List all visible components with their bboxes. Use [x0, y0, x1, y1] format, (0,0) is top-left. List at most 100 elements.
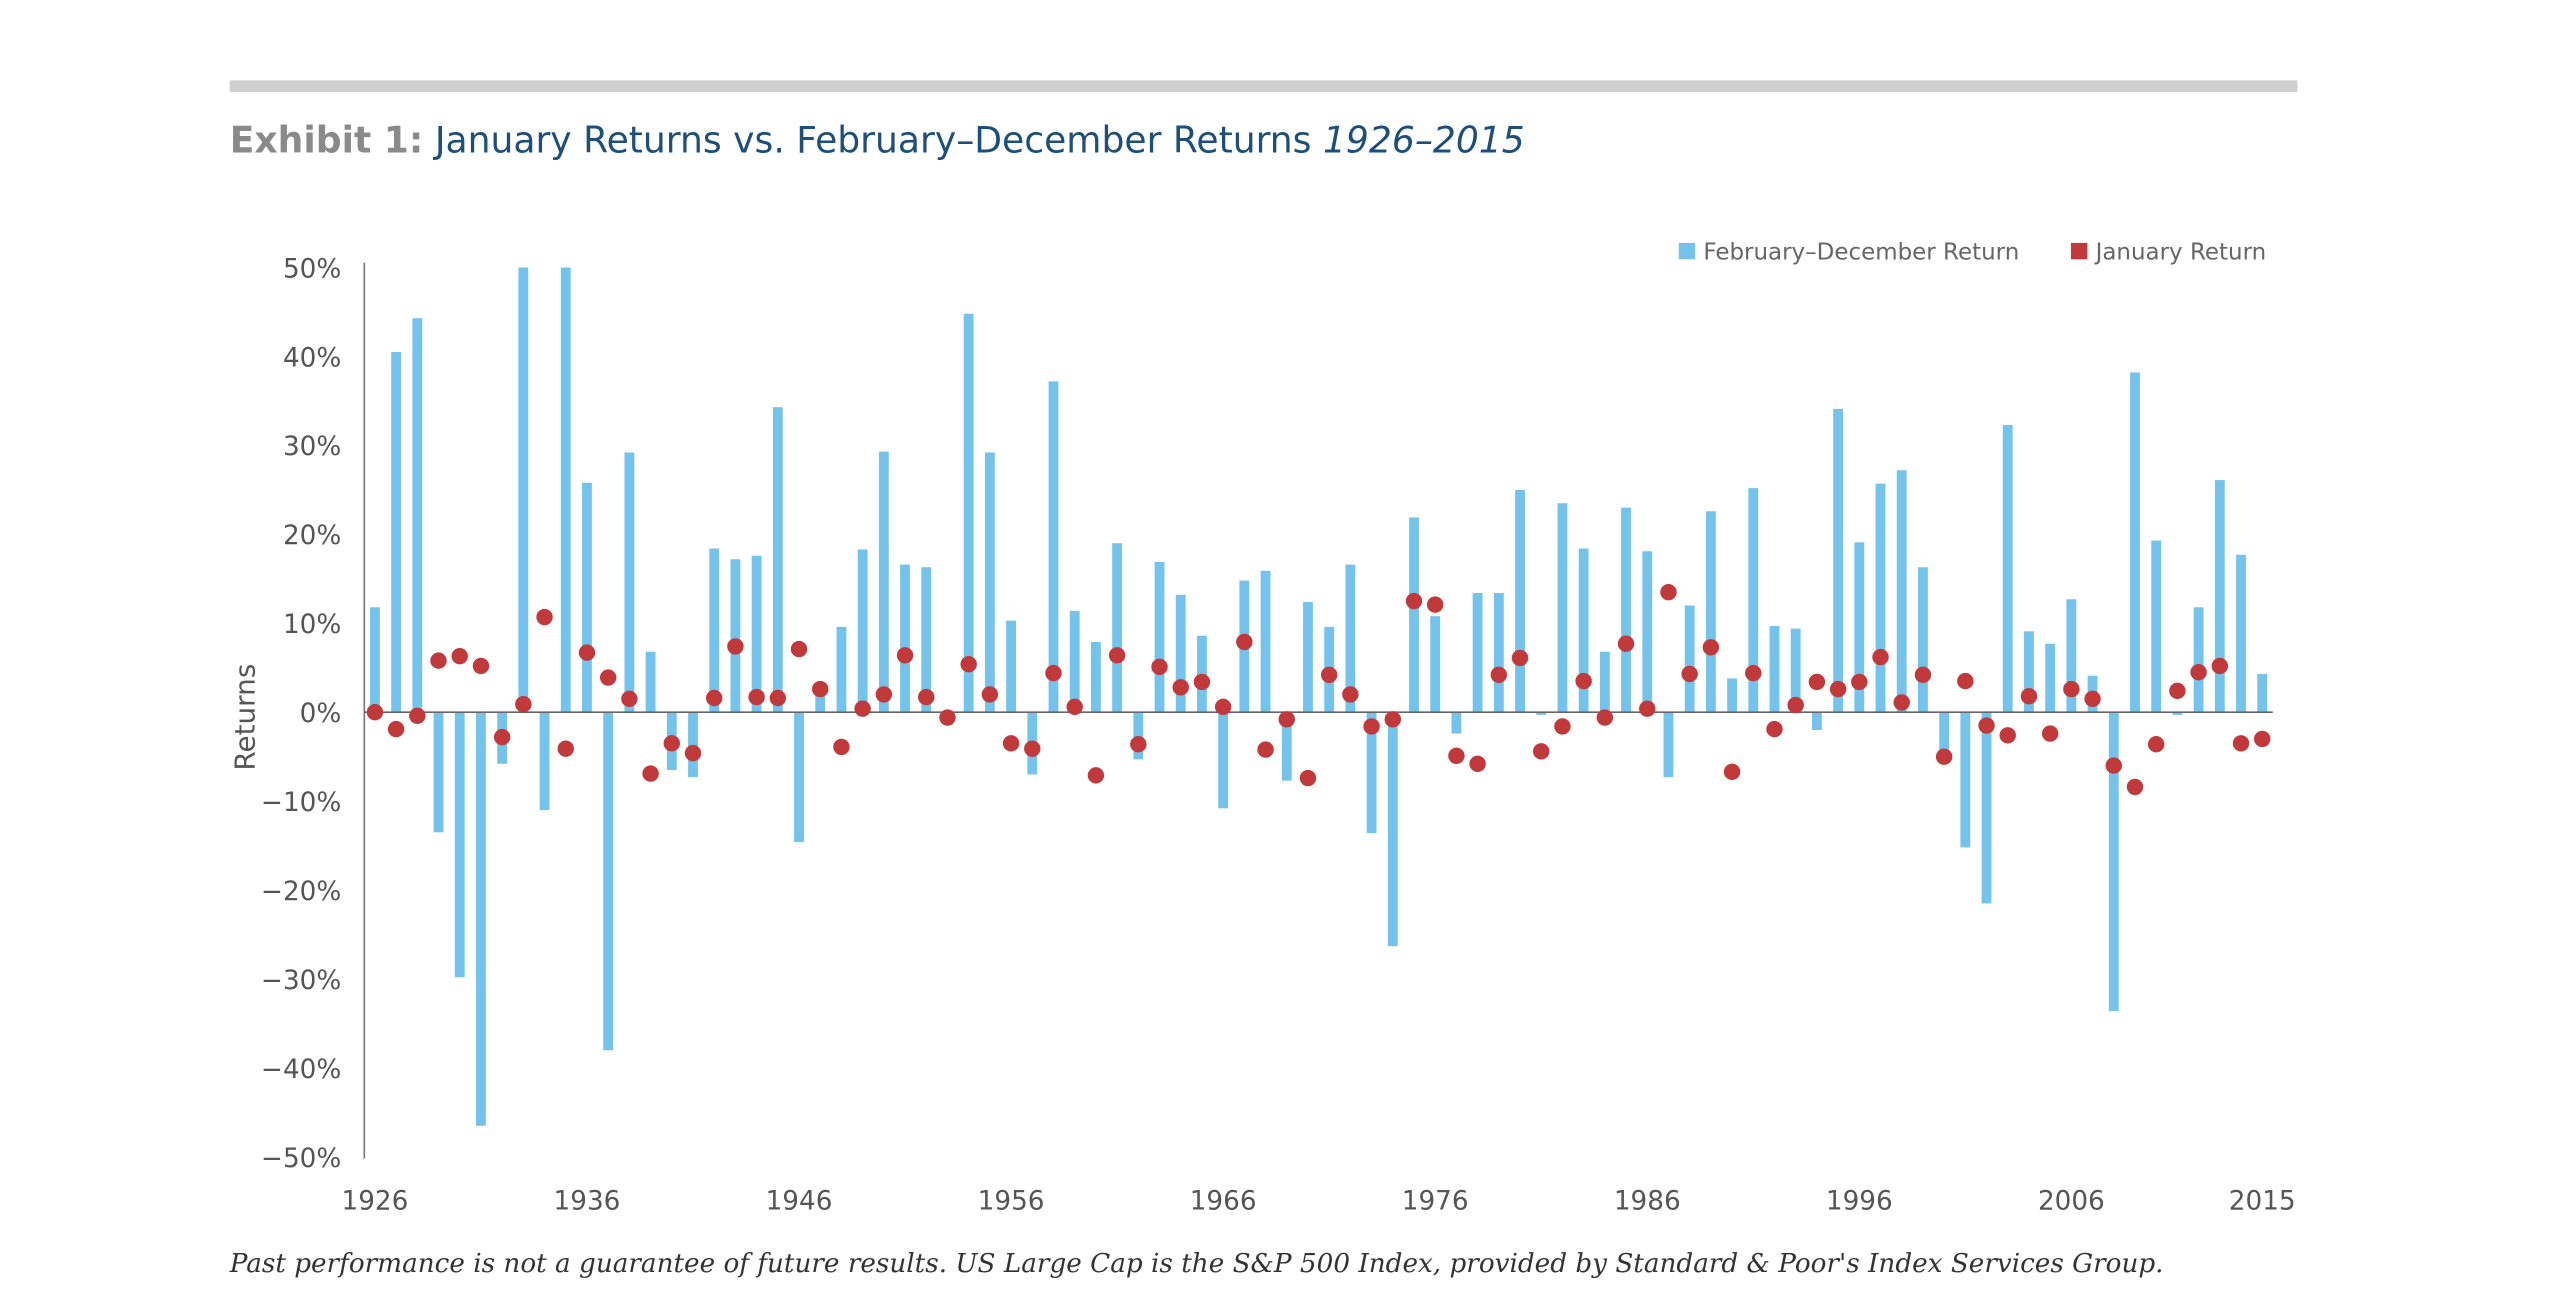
y-tick-label: 0%: [300, 699, 342, 729]
legend-swatch: [2070, 242, 2088, 260]
bar: [1599, 651, 1610, 713]
bar: [1451, 712, 1462, 734]
point: [536, 608, 553, 626]
x-tick-label: 1936: [554, 1186, 621, 1216]
bar: [1896, 470, 1907, 713]
y-tick-label: 30%: [283, 432, 341, 462]
point: [1002, 735, 1020, 752]
point: [1257, 741, 1274, 758]
bar: [582, 482, 592, 713]
bar: [815, 689, 826, 713]
point: [1511, 649, 1529, 667]
point: [1066, 698, 1083, 716]
point: [1766, 720, 1783, 738]
point: [1617, 635, 1635, 652]
bar: [900, 564, 910, 713]
x-tick-label: 1996: [1826, 1186, 1893, 1216]
y-tick-label: −40%: [261, 1055, 341, 1085]
point: [939, 709, 956, 726]
bar: [2024, 631, 2034, 713]
point: [1448, 747, 1465, 765]
point: [578, 644, 596, 661]
point: [812, 680, 829, 698]
point: [1087, 767, 1105, 784]
bar: [539, 712, 550, 811]
point: [1723, 763, 1741, 781]
point: [1660, 583, 1677, 601]
y-tick-label: 40%: [283, 343, 341, 373]
point: [1935, 748, 1953, 765]
legend-label: February–December Return: [1703, 239, 2019, 265]
point: [896, 647, 914, 664]
header-rule: [229, 80, 2298, 92]
bar: [624, 452, 635, 713]
point: [1978, 717, 1995, 734]
point: [854, 700, 871, 717]
point: [1554, 718, 1571, 735]
bar: [2257, 673, 2268, 713]
bar: [2066, 599, 2077, 713]
bar: [709, 548, 720, 713]
point: [1405, 592, 1423, 610]
point: [366, 704, 384, 721]
bar: [476, 712, 486, 1126]
bar: [433, 712, 444, 833]
bar: [1811, 712, 1822, 731]
bar: [878, 451, 889, 713]
point: [1533, 743, 1550, 760]
point: [1957, 672, 1974, 690]
point: [1193, 673, 1211, 691]
bar: [391, 351, 402, 713]
bar: [1918, 567, 1928, 713]
point: [1172, 679, 1189, 696]
bar: [1705, 511, 1716, 713]
point: [2041, 725, 2059, 742]
point: [1490, 666, 1508, 684]
point: [663, 735, 680, 752]
bar: [1981, 712, 1992, 904]
point: [1342, 686, 1359, 703]
point: [2232, 735, 2250, 752]
y-tick-label: −50%: [261, 1144, 341, 1174]
point: [1893, 694, 1910, 711]
bar: [1175, 594, 1186, 713]
point: [2147, 736, 2165, 753]
bar: [2236, 554, 2246, 713]
point: [1426, 596, 1444, 613]
point: [1024, 740, 1041, 757]
bar: [1090, 641, 1101, 713]
point: [557, 740, 574, 757]
point: [2190, 663, 2207, 681]
point: [2105, 757, 2122, 774]
point: [727, 638, 744, 655]
point: [960, 655, 977, 673]
bar: [1875, 483, 1886, 713]
bar: [836, 626, 847, 713]
point: [1999, 727, 2016, 744]
x-tick-label: 1946: [766, 1186, 833, 1216]
bar: [1833, 408, 1844, 713]
point: [409, 707, 426, 724]
point: [1851, 673, 1868, 691]
point: [1639, 700, 1656, 717]
bar: [1493, 593, 1504, 713]
bar: [688, 712, 698, 778]
bar: [645, 651, 656, 713]
x-tick-label: 1986: [1614, 1186, 1681, 1216]
point: [642, 765, 659, 782]
point: [2063, 680, 2080, 698]
point: [387, 720, 405, 738]
bar: [857, 549, 868, 713]
bar: [1769, 625, 1780, 713]
bar: [1663, 712, 1674, 778]
exhibit-label: Exhibit 1:: [230, 119, 424, 162]
point: [1236, 633, 1253, 651]
legend-label: January Return: [2094, 239, 2267, 265]
point: [769, 689, 787, 707]
point: [748, 688, 765, 706]
point: [599, 669, 617, 686]
point: [705, 689, 723, 707]
point: [1745, 664, 1762, 682]
bar: [454, 712, 465, 978]
x-tick-label: 1976: [1402, 1186, 1469, 1216]
